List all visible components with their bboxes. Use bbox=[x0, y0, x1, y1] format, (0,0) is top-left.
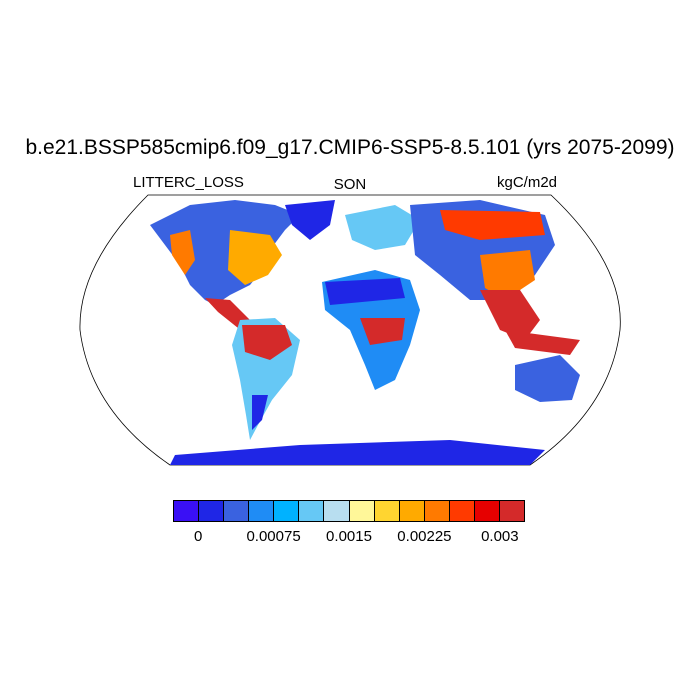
antarctica bbox=[170, 440, 545, 465]
colorbar-box bbox=[424, 501, 450, 521]
colorbar-tick-label: 0 bbox=[193, 528, 203, 545]
units-label: kgC/m2d bbox=[497, 174, 558, 191]
greenland bbox=[285, 200, 335, 240]
colorbar-box bbox=[399, 501, 425, 521]
colorbar-tick-label: 0.0015 bbox=[326, 528, 372, 545]
southeast-asia bbox=[480, 290, 540, 340]
north-america-landmass bbox=[150, 200, 300, 305]
east-asia bbox=[480, 250, 535, 300]
colorbar-box bbox=[374, 501, 400, 521]
north-america-east bbox=[228, 230, 282, 285]
colorbar-box bbox=[500, 501, 525, 521]
indonesia bbox=[505, 330, 580, 355]
colorbar-box bbox=[199, 501, 225, 521]
central-africa bbox=[360, 318, 405, 345]
australia bbox=[515, 355, 580, 402]
colorbar-box bbox=[349, 501, 375, 521]
colorbar-box bbox=[274, 501, 300, 521]
colorbar-tick-label: 0.00225 bbox=[397, 528, 452, 545]
colorbar-box bbox=[474, 501, 501, 521]
variable-label: LITTERC_LOSS bbox=[133, 174, 244, 191]
amazon bbox=[242, 325, 292, 360]
colorbar-box bbox=[249, 501, 275, 521]
colorbar bbox=[173, 500, 525, 522]
south-america-south bbox=[252, 395, 268, 430]
colorbar-tick-label: 0.003 bbox=[481, 528, 519, 545]
colorbar-tick-label: 0.00075 bbox=[246, 528, 301, 545]
siberia bbox=[440, 210, 545, 240]
sahara bbox=[325, 278, 405, 305]
europe bbox=[345, 205, 420, 250]
season-label: SON bbox=[333, 176, 367, 193]
colorbar-box bbox=[449, 501, 475, 521]
colorbar-box bbox=[324, 501, 350, 521]
colorbar-box bbox=[174, 501, 200, 521]
north-america-west bbox=[170, 230, 195, 275]
colorbar-box bbox=[224, 501, 250, 521]
colorbar-box bbox=[299, 501, 325, 521]
central-america bbox=[205, 298, 250, 328]
map-title: b.e21.BSSP585cmip6.f09_g17.CMIP6-SSP5-8.… bbox=[25, 136, 675, 159]
